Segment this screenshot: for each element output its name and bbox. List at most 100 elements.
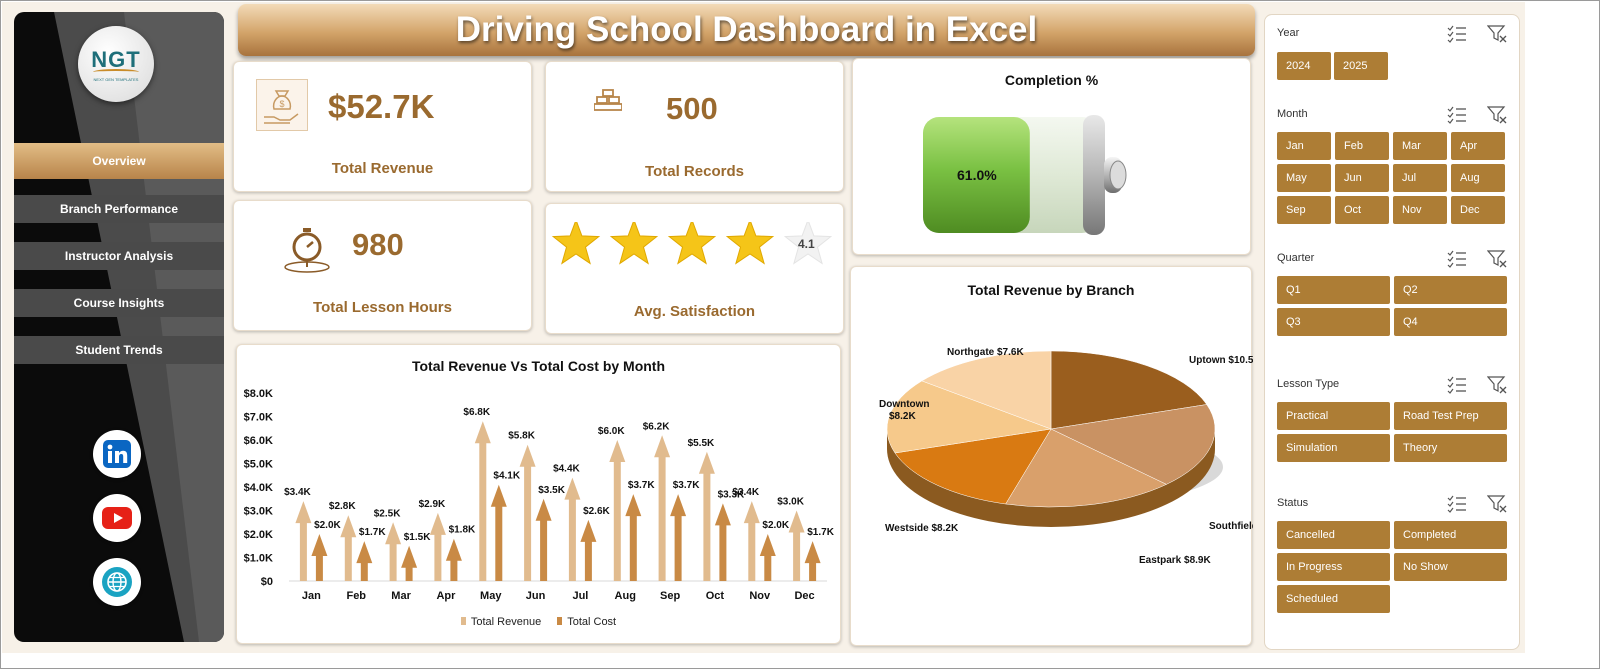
ngt-logo: NGT NEXT GEN TEMPLATES bbox=[78, 26, 154, 102]
pie-data-label: Northgate $7.6K bbox=[947, 347, 1024, 358]
battery-fill bbox=[923, 117, 1030, 233]
clear-filter-icon[interactable] bbox=[1486, 106, 1507, 129]
slicer-item-lesson-type-simulation[interactable]: Simulation bbox=[1277, 434, 1390, 462]
bar-total-cost[interactable] bbox=[401, 545, 418, 581]
bar-total-revenue[interactable] bbox=[654, 435, 671, 581]
pie-slice-southfield[interactable] bbox=[1050, 404, 1216, 485]
multi-select-icon[interactable] bbox=[1447, 25, 1467, 48]
slicer-item-lesson-type-theory[interactable]: Theory bbox=[1394, 434, 1507, 462]
page-title: Driving School Dashboard in Excel bbox=[455, 10, 1038, 49]
nav-overview[interactable]: Overview bbox=[14, 143, 224, 179]
bar-total-revenue[interactable] bbox=[474, 421, 491, 581]
multi-select-icon[interactable] bbox=[1447, 376, 1467, 399]
bar-total-cost[interactable] bbox=[356, 541, 373, 581]
bar-data-label: $1.8K bbox=[449, 525, 476, 536]
slicer-item-status-no-show[interactable]: No Show bbox=[1394, 553, 1507, 581]
satisfaction-rating-value: 4.1 bbox=[798, 237, 815, 251]
bar-data-label: $1.7K bbox=[807, 527, 834, 538]
bar-total-cost[interactable] bbox=[759, 534, 776, 581]
bar-total-revenue[interactable] bbox=[519, 444, 536, 581]
completion-card: Completion % 61.0% bbox=[852, 58, 1251, 255]
bar-total-revenue[interactable] bbox=[429, 512, 446, 581]
slicer-item-quarter-q1[interactable]: Q1 bbox=[1277, 276, 1390, 304]
bar-data-label: $1.5K bbox=[404, 532, 431, 543]
stopwatch-icon bbox=[284, 228, 330, 273]
clear-filter-icon[interactable] bbox=[1486, 250, 1507, 273]
slicer-item-lesson-type-road-test-prep[interactable]: Road Test Prep bbox=[1394, 402, 1507, 430]
slicer-item-quarter-q4[interactable]: Q4 bbox=[1394, 308, 1507, 336]
youtube-icon[interactable] bbox=[93, 494, 141, 542]
multi-select-icon[interactable] bbox=[1447, 106, 1467, 129]
bar-total-cost[interactable] bbox=[311, 534, 328, 581]
bar-data-label: $3.0K bbox=[777, 497, 804, 508]
slicer-item-month-jun[interactable]: Jun bbox=[1335, 164, 1389, 192]
clear-filter-icon[interactable] bbox=[1486, 376, 1507, 399]
slicer-item-lesson-type-practical[interactable]: Practical bbox=[1277, 402, 1390, 430]
slicer-item-month-aug[interactable]: Aug bbox=[1451, 164, 1505, 192]
nav-instructor-analysis[interactable]: Instructor Analysis bbox=[14, 242, 224, 270]
multi-select-icon[interactable] bbox=[1447, 495, 1467, 518]
pie-slice-northgate[interactable] bbox=[921, 350, 1052, 430]
slicer-item-month-dec[interactable]: Dec bbox=[1451, 196, 1505, 224]
pie-slice-eastpark[interactable] bbox=[1005, 428, 1167, 508]
slicer-title-lesson-type: Lesson Type bbox=[1277, 378, 1340, 390]
bar-total-revenue[interactable] bbox=[788, 510, 805, 582]
completion-battery bbox=[923, 115, 1127, 235]
clear-filter-icon[interactable] bbox=[1486, 495, 1507, 518]
slicer-item-quarter-q3[interactable]: Q3 bbox=[1277, 308, 1390, 336]
pie-slice-uptown[interactable] bbox=[1050, 350, 1208, 430]
nav-student-trends[interactable]: Student Trends bbox=[14, 336, 224, 364]
star-filled-icon bbox=[725, 222, 775, 265]
bar-total-cost[interactable] bbox=[580, 519, 597, 581]
slicer-item-status-in-progress[interactable]: In Progress bbox=[1277, 553, 1390, 581]
bar-total-cost[interactable] bbox=[490, 484, 507, 581]
x-tick-label: Dec bbox=[794, 590, 814, 602]
bar-total-cost[interactable] bbox=[714, 503, 731, 581]
logo-text: NGT bbox=[91, 46, 141, 72]
bar-total-revenue[interactable] bbox=[609, 440, 626, 581]
slicer-item-month-apr[interactable]: Apr bbox=[1451, 132, 1505, 160]
slicer-item-month-feb[interactable]: Feb bbox=[1335, 132, 1389, 160]
bar-total-revenue[interactable] bbox=[340, 515, 357, 581]
bar-total-revenue[interactable] bbox=[385, 522, 402, 581]
bar-total-cost[interactable] bbox=[625, 494, 642, 581]
slicer-item-status-cancelled[interactable]: Cancelled bbox=[1277, 521, 1390, 549]
slicer-item-month-jul[interactable]: Jul bbox=[1393, 164, 1447, 192]
globe-icon[interactable] bbox=[93, 558, 141, 606]
slicer-item-month-oct[interactable]: Oct bbox=[1335, 196, 1389, 224]
pie-slice-downtown[interactable] bbox=[886, 380, 1052, 454]
slicer-item-month-jan[interactable]: Jan bbox=[1277, 132, 1331, 160]
bar-total-cost[interactable] bbox=[804, 541, 821, 581]
multi-select-icon[interactable] bbox=[1447, 250, 1467, 273]
bar-total-revenue[interactable] bbox=[564, 477, 581, 581]
slicer-item-status-scheduled[interactable]: Scheduled bbox=[1277, 585, 1390, 613]
slicer-item-year-2024[interactable]: 2024 bbox=[1277, 52, 1331, 80]
slicer-item-quarter-q2[interactable]: Q2 bbox=[1394, 276, 1507, 304]
slicer-item-month-sep[interactable]: Sep bbox=[1277, 196, 1331, 224]
x-tick-label: Jun bbox=[526, 590, 546, 602]
total-revenue-label: Total Revenue bbox=[331, 160, 434, 177]
nav-course-insights[interactable]: Course Insights bbox=[14, 289, 224, 317]
clear-filter-icon[interactable] bbox=[1486, 25, 1507, 48]
slicer-title-status: Status bbox=[1277, 497, 1309, 509]
slicer-item-month-may[interactable]: May bbox=[1277, 164, 1331, 192]
bar-data-label: $3.4K bbox=[284, 487, 311, 498]
bar-total-revenue[interactable] bbox=[743, 501, 760, 581]
bar-total-cost[interactable] bbox=[445, 538, 462, 581]
pie-data-label: Uptown $10.5K bbox=[1189, 355, 1253, 366]
star-filled-icon bbox=[667, 222, 717, 265]
nav-branch-performance[interactable]: Branch Performance bbox=[14, 195, 224, 223]
slicer-item-year-2025[interactable]: 2025 bbox=[1334, 52, 1388, 80]
slicer-item-status-completed[interactable]: Completed bbox=[1394, 521, 1507, 549]
linkedin-icon[interactable] bbox=[93, 430, 141, 478]
pie-slice-westside[interactable] bbox=[894, 428, 1052, 505]
bar-total-revenue[interactable] bbox=[295, 501, 312, 581]
bar-data-label: $1.7K bbox=[359, 527, 386, 538]
slicer-item-month-nov[interactable]: Nov bbox=[1393, 196, 1447, 224]
gold-bars-icon bbox=[594, 89, 622, 111]
slicer-item-month-mar[interactable]: Mar bbox=[1393, 132, 1447, 160]
bar-data-label: $4.1K bbox=[493, 471, 520, 482]
bar-total-cost[interactable] bbox=[670, 494, 687, 581]
bar-total-cost[interactable] bbox=[535, 498, 552, 581]
bar-total-revenue[interactable] bbox=[698, 451, 715, 581]
